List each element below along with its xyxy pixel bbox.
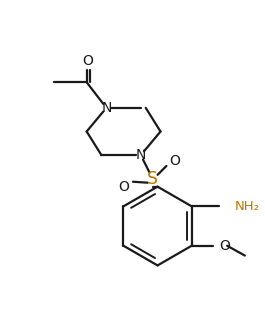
Text: O: O bbox=[82, 54, 93, 68]
Text: N: N bbox=[136, 148, 146, 162]
Text: N: N bbox=[101, 101, 112, 115]
Text: O: O bbox=[169, 154, 180, 168]
Text: NH₂: NH₂ bbox=[235, 200, 260, 213]
Text: O: O bbox=[219, 239, 230, 253]
Text: O: O bbox=[119, 180, 130, 194]
Text: S: S bbox=[147, 170, 158, 188]
